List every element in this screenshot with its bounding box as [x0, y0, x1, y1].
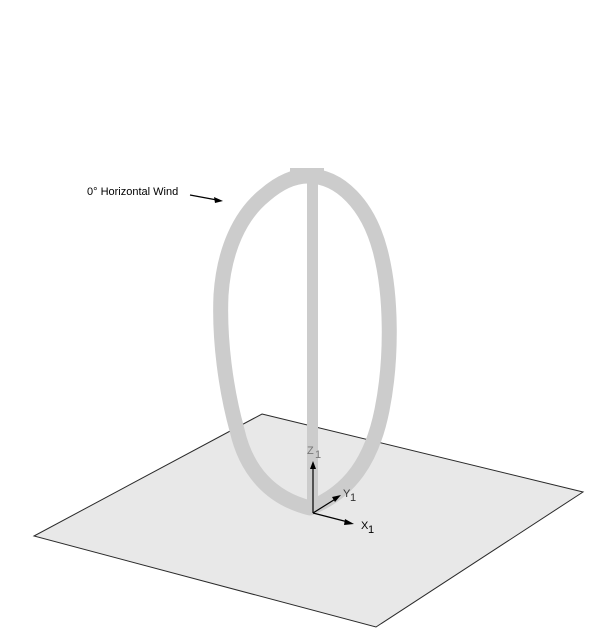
coordinate-axes — [310, 461, 354, 525]
x-axis-label: X — [361, 520, 369, 532]
central-shaft — [307, 175, 318, 511]
x-axis — [312, 512, 349, 523]
z-axis-label: Z — [307, 445, 314, 457]
y-axis-subscript: 1 — [350, 492, 356, 504]
y-axis — [312, 497, 338, 514]
y-axis-label: Y — [343, 488, 351, 500]
ground-plane — [32, 413, 585, 628]
wind-label: 0° Horizontal Wind — [87, 186, 179, 198]
z-axis-subscript: 1 — [315, 449, 321, 461]
wind-arrow-icon — [189, 194, 223, 203]
x-axis-subscript: 1 — [368, 524, 374, 536]
